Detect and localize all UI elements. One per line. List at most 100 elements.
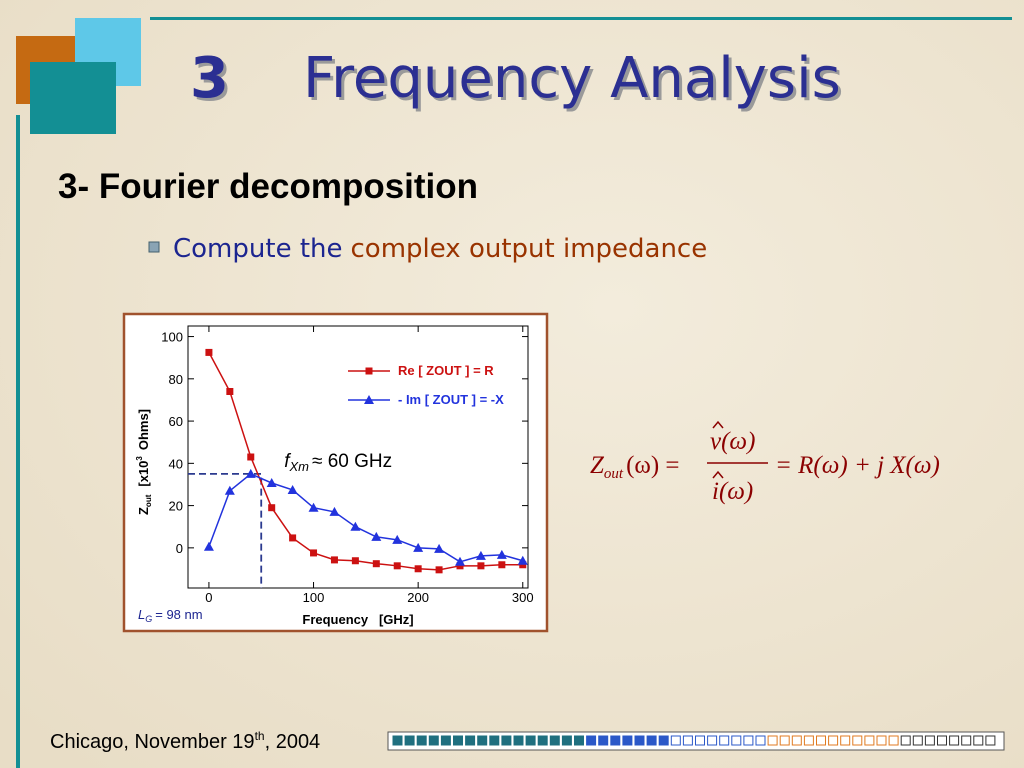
formula-numerator: v(ω) — [710, 428, 755, 455]
reference-line — [188, 473, 263, 588]
progress-cell — [489, 735, 500, 746]
progress-cell — [392, 735, 403, 746]
point — [477, 562, 485, 570]
annotation-sub: Xm — [289, 459, 310, 474]
progress-cell — [937, 735, 947, 746]
progress-cell — [440, 735, 451, 746]
progress-cell — [949, 735, 960, 746]
point — [371, 531, 382, 541]
formula-sub: out — [604, 466, 624, 482]
progress-cell — [900, 735, 911, 746]
progress-cell — [404, 735, 415, 746]
progress-cell — [719, 735, 730, 746]
point — [329, 506, 340, 516]
footer-place: Chicago, November 19 — [50, 731, 255, 753]
progress-cell — [561, 735, 572, 746]
footer-sup: th — [255, 729, 265, 743]
deco-square — [30, 62, 116, 134]
progress-cell — [537, 735, 548, 746]
x-tick-label: 100 — [303, 590, 325, 605]
progress-bar — [387, 731, 1005, 751]
progress-cell — [465, 735, 476, 746]
progress-cell — [755, 735, 766, 746]
point — [456, 562, 464, 570]
gate-length-note: LG = 98 nm — [138, 607, 203, 624]
progress-cell — [586, 735, 597, 746]
x-tick-label: 200 — [407, 590, 429, 605]
point — [205, 348, 213, 356]
point — [287, 484, 298, 494]
bullet-lead: Compute the — [173, 234, 343, 264]
point — [266, 477, 277, 487]
legend-marker — [364, 395, 374, 404]
annotation-text: ≈ 60 GHz — [312, 451, 392, 472]
progress-cell — [501, 735, 512, 746]
point — [496, 549, 507, 559]
progress-cell — [622, 735, 633, 746]
point — [517, 555, 528, 565]
bullet-icon — [148, 241, 160, 253]
progress-cell — [428, 735, 439, 746]
progress-cell — [416, 735, 427, 746]
deco-line — [150, 17, 1012, 20]
chart: 0 20 40 60 80 100 0 100 200 300 Frequency [GHz] Zou… — [135, 325, 534, 627]
series-line — [208, 352, 523, 571]
x-axis-label: Frequency [GHz] — [302, 612, 413, 627]
point — [350, 521, 361, 531]
chart-frame — [122, 312, 549, 633]
formula-lhs: Zout (ω) = — [590, 452, 680, 482]
footer: Chicago, November 19th, 2004 — [50, 729, 320, 753]
ylabel-symbol: Z — [136, 507, 151, 515]
y-tick-label: 0 — [176, 541, 183, 556]
point — [351, 557, 359, 565]
progress-cell — [453, 735, 463, 746]
note-symbol: L — [138, 607, 145, 622]
point — [245, 468, 256, 478]
note-sub: G — [145, 614, 152, 624]
progress-cell — [707, 735, 718, 746]
formula-z: Z — [590, 452, 605, 479]
progress-cell — [695, 735, 705, 746]
ylabel-sub: out — [144, 494, 153, 507]
progress-cell — [598, 735, 609, 746]
point — [310, 549, 318, 557]
progress-cell — [888, 735, 899, 746]
point — [308, 502, 319, 512]
progress-cell — [779, 735, 790, 746]
progress-cell — [767, 735, 778, 746]
formula-denominator: i(ω) — [712, 478, 753, 505]
progress-cell — [924, 735, 935, 746]
note-text: = 98 nm — [155, 607, 202, 622]
progress-cell — [803, 735, 814, 746]
y-tick-label: 20 — [169, 499, 183, 514]
y-tick-label: 80 — [169, 372, 183, 387]
subtitle: 3- Fourier decomposition — [58, 167, 478, 206]
hat — [712, 470, 724, 479]
progress-cell — [670, 735, 681, 746]
ylabel-exp: 3 — [135, 456, 144, 461]
progress-cell — [985, 735, 996, 746]
progress-cell — [477, 735, 488, 746]
point — [435, 566, 443, 574]
progress-cell — [682, 735, 693, 746]
formula-rhs: = R(ω) + j X(ω) — [775, 452, 940, 479]
y-tick-label: 60 — [169, 414, 183, 429]
point — [393, 562, 401, 570]
point — [289, 534, 297, 542]
annotation: fXm ≈ 60 GHz — [284, 451, 392, 474]
annotation-symbol: f — [284, 451, 291, 472]
plot-area — [187, 325, 529, 589]
progress-cell — [513, 735, 524, 746]
point — [434, 543, 445, 553]
point — [392, 534, 403, 544]
formula-arg: (ω) = — [626, 452, 679, 479]
point — [413, 542, 424, 552]
progress-cell — [864, 735, 875, 746]
point — [475, 550, 486, 560]
progress-cell — [646, 735, 657, 746]
progress-cell — [828, 735, 839, 746]
legend-marker — [365, 367, 373, 375]
progress-cell — [574, 735, 584, 746]
progress-cell — [658, 735, 669, 746]
progress-cell — [973, 735, 984, 746]
